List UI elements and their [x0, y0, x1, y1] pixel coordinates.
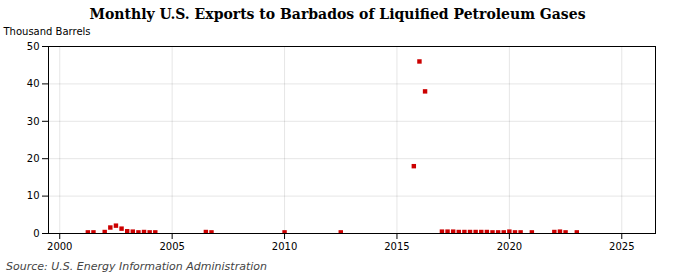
svg-text:50: 50	[27, 41, 40, 52]
svg-text:Thousand Barrels: Thousand Barrels	[3, 26, 91, 37]
svg-text:2010: 2010	[272, 241, 297, 252]
html-text:Monthly U.S. Exports to Barbad: Monthly U.S. Exports to Barbados of Liqu…	[89, 6, 586, 22]
svg-text:0: 0	[33, 228, 39, 239]
svg-text:2020: 2020	[497, 241, 522, 252]
svg-text:30: 30	[27, 116, 40, 127]
svg-text:2000: 2000	[47, 241, 72, 252]
html-text:Source: U.S. Energy Informatio: Source: U.S. Energy Information Administ…	[6, 260, 267, 273]
svg-text:2025: 2025	[609, 241, 634, 252]
svg-text:2015: 2015	[384, 241, 409, 252]
svg-text:40: 40	[27, 78, 40, 89]
svg-text:2005: 2005	[159, 241, 184, 252]
svg-text:20: 20	[27, 153, 40, 164]
svg-text:10: 10	[27, 190, 40, 201]
